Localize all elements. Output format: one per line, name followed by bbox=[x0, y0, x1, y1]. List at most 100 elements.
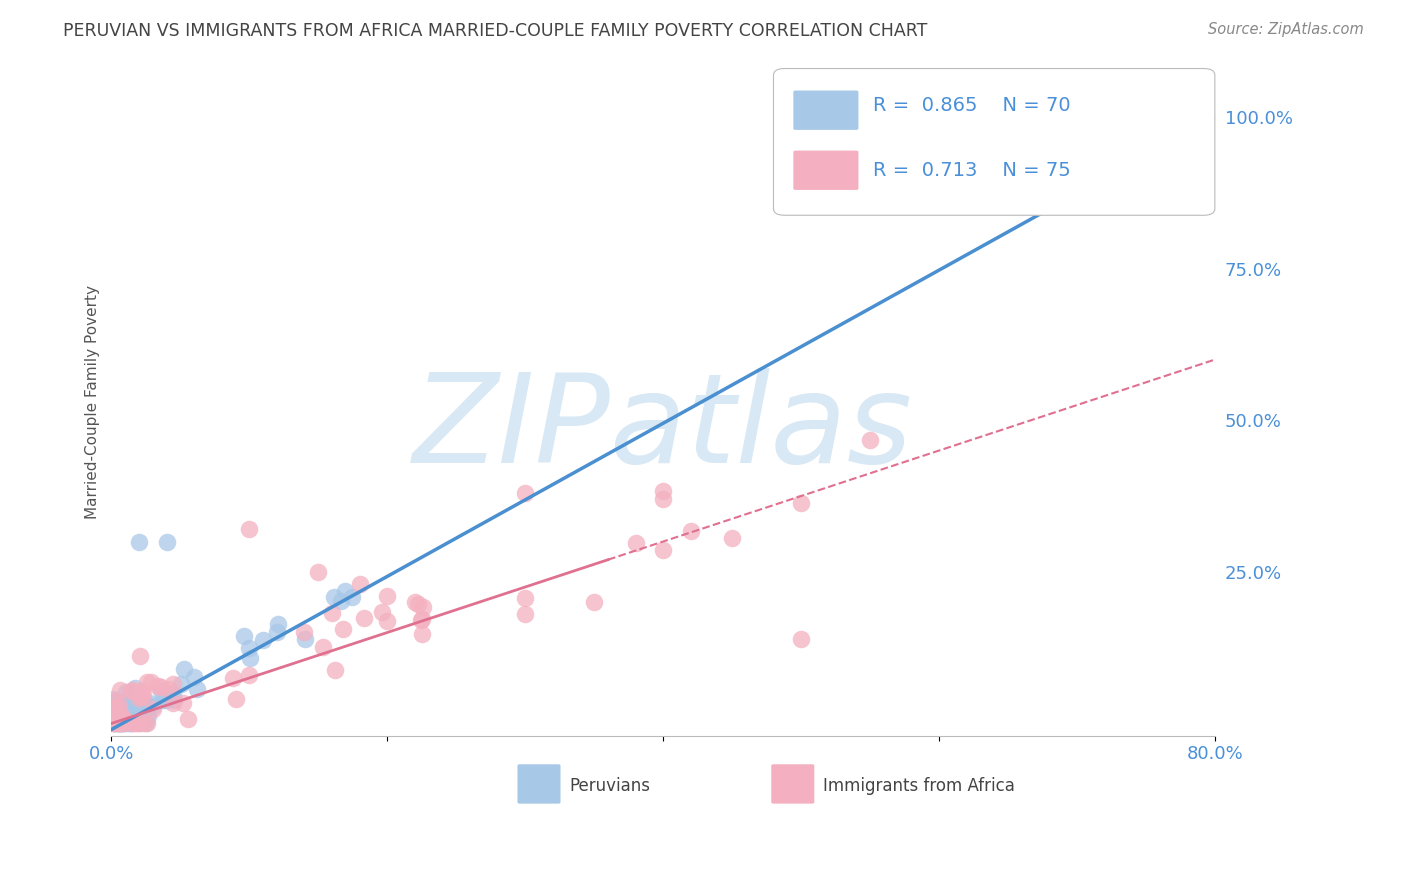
Point bbox=[104, 709, 127, 723]
Point bbox=[515, 591, 537, 606]
Point bbox=[107, 716, 129, 731]
Point bbox=[121, 716, 143, 731]
Point bbox=[292, 624, 315, 639]
Point bbox=[108, 683, 131, 698]
Point bbox=[404, 595, 426, 609]
Point bbox=[252, 633, 274, 648]
Point bbox=[515, 486, 537, 500]
Point bbox=[172, 696, 194, 710]
Point bbox=[136, 716, 159, 731]
Point bbox=[323, 590, 346, 604]
Text: ZIPatlas: ZIPatlas bbox=[413, 368, 912, 489]
Point bbox=[101, 716, 124, 731]
Point bbox=[173, 663, 195, 677]
Point bbox=[406, 597, 429, 611]
Point bbox=[155, 534, 177, 549]
Point bbox=[312, 640, 335, 654]
Point bbox=[112, 704, 135, 718]
Point bbox=[135, 716, 157, 731]
Point bbox=[103, 706, 125, 721]
Point bbox=[225, 692, 247, 706]
Point bbox=[105, 708, 128, 723]
Point bbox=[101, 702, 124, 716]
Point bbox=[721, 531, 744, 545]
Point bbox=[152, 693, 174, 707]
Point bbox=[110, 696, 132, 710]
FancyBboxPatch shape bbox=[793, 90, 859, 130]
Point bbox=[135, 675, 157, 690]
Point bbox=[333, 583, 356, 598]
Point bbox=[859, 433, 882, 447]
Point bbox=[118, 712, 141, 726]
Point bbox=[157, 681, 180, 696]
Point bbox=[128, 690, 150, 705]
Point bbox=[294, 632, 316, 646]
Point bbox=[101, 714, 124, 729]
Point bbox=[583, 595, 606, 609]
Point bbox=[120, 700, 142, 714]
Point bbox=[652, 492, 675, 507]
Point bbox=[150, 680, 173, 694]
Point bbox=[114, 716, 136, 731]
Point bbox=[148, 679, 170, 693]
Point bbox=[103, 710, 125, 724]
Point bbox=[349, 577, 371, 591]
Point bbox=[321, 606, 343, 620]
FancyBboxPatch shape bbox=[517, 764, 561, 804]
Point bbox=[111, 716, 134, 731]
Point bbox=[108, 715, 131, 730]
Point bbox=[652, 483, 675, 498]
FancyBboxPatch shape bbox=[793, 151, 859, 190]
Point bbox=[138, 709, 160, 723]
Point bbox=[128, 697, 150, 711]
Point bbox=[238, 522, 260, 536]
Point bbox=[108, 716, 131, 731]
Point bbox=[323, 663, 346, 677]
Point bbox=[132, 708, 155, 723]
Point bbox=[139, 675, 162, 690]
Point bbox=[104, 716, 127, 731]
Point bbox=[131, 688, 153, 702]
Point bbox=[124, 681, 146, 695]
Point bbox=[1066, 148, 1088, 162]
Point bbox=[266, 624, 288, 639]
Point bbox=[307, 565, 329, 579]
Point bbox=[104, 699, 127, 714]
Point bbox=[104, 709, 127, 723]
Point bbox=[125, 693, 148, 707]
Point bbox=[162, 677, 184, 691]
Point bbox=[125, 716, 148, 731]
Text: R =  0.865    N = 70: R = 0.865 N = 70 bbox=[873, 95, 1070, 115]
Text: PERUVIAN VS IMMIGRANTS FROM AFRICA MARRIED-COUPLE FAMILY POVERTY CORRELATION CHA: PERUVIAN VS IMMIGRANTS FROM AFRICA MARRI… bbox=[63, 22, 928, 40]
Point bbox=[267, 617, 290, 632]
Point bbox=[105, 716, 128, 731]
Point bbox=[101, 716, 124, 731]
Point bbox=[105, 711, 128, 725]
Point bbox=[170, 677, 193, 691]
Text: Immigrants from Africa: Immigrants from Africa bbox=[823, 777, 1015, 795]
Point bbox=[132, 716, 155, 731]
Point bbox=[679, 524, 702, 538]
Point bbox=[120, 690, 142, 704]
Point bbox=[112, 716, 135, 731]
FancyBboxPatch shape bbox=[772, 764, 814, 804]
Point bbox=[411, 613, 433, 627]
Point bbox=[183, 670, 205, 684]
Point bbox=[162, 687, 184, 701]
Point bbox=[103, 694, 125, 708]
Point bbox=[186, 681, 208, 696]
Point bbox=[142, 702, 165, 716]
Point bbox=[107, 703, 129, 717]
Point bbox=[118, 706, 141, 721]
Point bbox=[128, 716, 150, 731]
Point bbox=[624, 536, 647, 550]
Point bbox=[790, 496, 813, 510]
Text: Peruvians: Peruvians bbox=[569, 777, 651, 795]
Point bbox=[238, 668, 260, 682]
Point bbox=[129, 648, 152, 663]
Point bbox=[329, 594, 352, 608]
Point bbox=[101, 692, 124, 706]
Point bbox=[790, 632, 813, 646]
Point bbox=[239, 650, 262, 665]
Point bbox=[122, 716, 145, 731]
